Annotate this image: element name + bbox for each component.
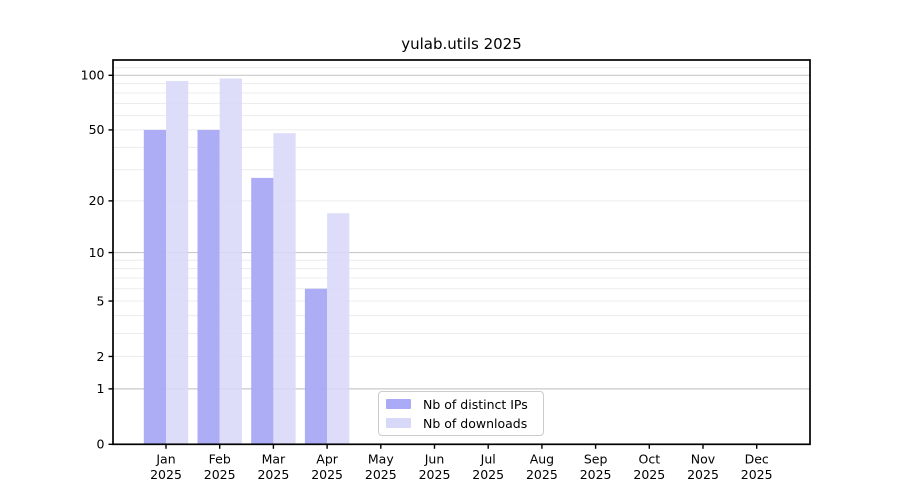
- x-tick-label-year: 2025: [526, 467, 558, 482]
- x-tick-label-year: 2025: [472, 467, 504, 482]
- x-tick-label-year: 2025: [311, 467, 343, 482]
- y-tick-label: 1: [97, 381, 105, 396]
- x-tick-label-month: Jan: [155, 452, 175, 467]
- x-tick-label-year: 2025: [257, 467, 289, 482]
- bar-downloads-apr: [327, 213, 350, 445]
- x-tick-label-month: Feb: [209, 452, 231, 467]
- y-tick-label: 20: [89, 193, 105, 208]
- x-tick-label-year: 2025: [204, 467, 236, 482]
- legend: Nb of distinct IPs Nb of downloads: [378, 391, 544, 436]
- y-tick-label: 50: [89, 122, 105, 137]
- x-tick-label-year: 2025: [687, 467, 719, 482]
- legend-swatch-distinct-ips: [386, 399, 411, 409]
- legend-label-distinct-ips: Nb of distinct IPs: [423, 396, 528, 412]
- bar-distinct-ips-apr: [304, 288, 328, 445]
- bar-distinct-ips-jan: [143, 129, 166, 445]
- y-tick-label: 5: [97, 293, 105, 308]
- x-tick-label-month: Sep: [584, 452, 608, 467]
- x-tick-label-month: Aug: [530, 452, 554, 467]
- legend-swatch-downloads: [386, 418, 411, 428]
- legend-label-downloads: Nb of downloads: [423, 415, 528, 431]
- x-tick-label-month: Jun: [424, 452, 445, 467]
- x-tick-label-year: 2025: [150, 467, 182, 482]
- y-tick-label: 2: [97, 349, 105, 364]
- x-tick-label-month: Nov: [691, 452, 716, 467]
- x-tick-label-month: May: [368, 452, 394, 467]
- x-tick-label-month: Mar: [262, 452, 286, 467]
- bar-distinct-ips-feb: [197, 129, 220, 445]
- bar-downloads-jan: [166, 81, 189, 445]
- x-tick-label-year: 2025: [741, 467, 773, 482]
- y-tick-label: 0: [97, 437, 105, 452]
- chart-title: yulab.utils 2025: [401, 35, 522, 53]
- y-tick-label: 100: [81, 68, 105, 83]
- x-tick-label-month: Dec: [745, 452, 769, 467]
- bar-downloads-mar: [273, 133, 296, 445]
- bar-distinct-ips-mar: [251, 177, 274, 445]
- legend-item-downloads: Nb of downloads: [386, 417, 537, 430]
- x-tick-label-year: 2025: [365, 467, 397, 482]
- x-tick-label-year: 2025: [580, 467, 612, 482]
- x-tick-label-month: Apr: [316, 452, 338, 467]
- x-tick-label-month: Oct: [638, 452, 660, 467]
- x-tick-label-month: Jul: [480, 452, 496, 467]
- x-tick-label-year: 2025: [633, 467, 665, 482]
- bar-downloads-feb: [219, 78, 242, 445]
- y-tick-label: 10: [89, 245, 105, 260]
- x-tick-label-year: 2025: [419, 467, 451, 482]
- legend-item-distinct-ips: Nb of distinct IPs: [386, 398, 537, 411]
